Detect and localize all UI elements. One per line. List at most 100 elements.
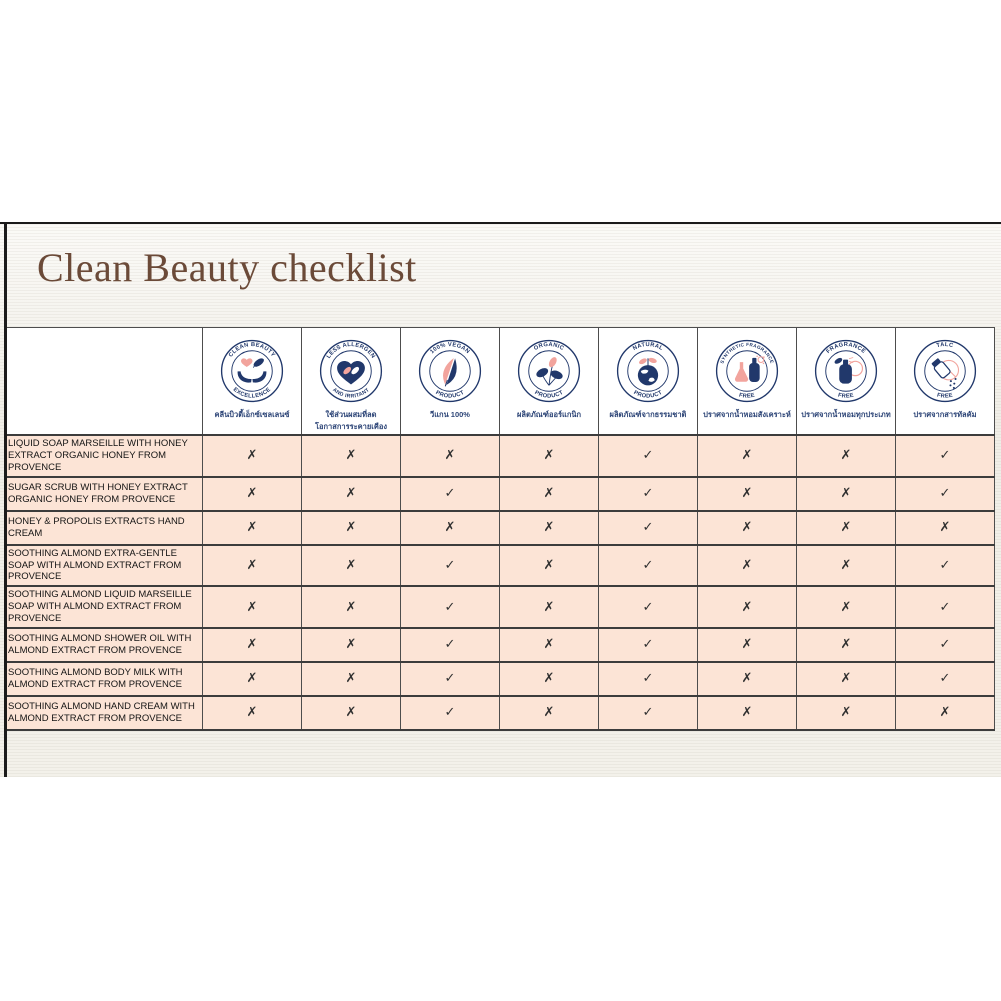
badge-caption: ปราศจากน้ำหอมทุกประเภท (801, 410, 891, 419)
mark-cell: ✗ (499, 509, 599, 546)
badge-arc-bottom-text: PRODUCT (533, 390, 564, 400)
synthetic-fragrance-free-icon: SYNTHETIC FRAGRANCE FREE (715, 339, 779, 403)
mark-cell: ✗ (697, 694, 797, 731)
mark-cell: ✓ (400, 585, 500, 629)
product-label: SOOTHING ALMOND HAND CREAM WITH ALMOND E… (4, 694, 203, 731)
mark-cell: ✗ (301, 543, 401, 588)
mark-cell: ✗ (202, 434, 302, 478)
table-row: HONEY & PROPOLIS EXTRACTS HAND CREAM ✗ ✗ ✗ ✗… (4, 509, 995, 546)
table-row: SOOTHING ALMOND BODY MILK WITH ALMOND EX… (4, 660, 995, 697)
corner-cell (4, 327, 203, 436)
mark-cell: ✗ (499, 626, 599, 663)
mark-cell: ✓ (598, 543, 698, 588)
product-label: SOOTHING ALMOND LIQUID MARSEILLE SOAP WI… (4, 585, 203, 629)
fragrance-free-icon: FRAGRANCE FREE (814, 339, 878, 403)
mark-cell: ✗ (202, 475, 302, 512)
mark-cell: ✗ (301, 475, 401, 512)
badge-glyph-fragrance (834, 357, 864, 384)
mark-cell: ✗ (202, 509, 302, 546)
clean-beauty-excellence-icon: CLEAN BEAUTY EXCELLENCE (220, 339, 284, 403)
mark-cell: ✓ (895, 434, 995, 478)
mark-cell: ✗ (301, 434, 401, 478)
mark-cell: ✗ (202, 585, 302, 629)
badge-glyph-less-allergen (337, 360, 365, 385)
mark-cell: ✗ (202, 626, 302, 663)
badge-caption: ผลิตภัณฑ์ออร์แกนิก (516, 410, 582, 419)
badge-arc-top-text: ORGANIC (533, 342, 564, 352)
mark-cell: ✗ (499, 543, 599, 588)
mark-cell: ✗ (697, 475, 797, 512)
mark-cell: ✗ (697, 585, 797, 629)
mark-cell: ✗ (499, 694, 599, 731)
mark-cell: ✓ (598, 475, 698, 512)
column-header-synthetic-fragrance: SYNTHETIC FRAGRANCE FREE ปราศจากน้ำหอมสั… (697, 327, 797, 436)
header-row: CLEAN BEAUTY EXCELLENCE คลีนบิวตี้เอ็กซ์… (4, 327, 995, 436)
mark-cell: ✗ (796, 585, 896, 629)
badge-arc-bottom-text: PRODUCT (434, 390, 465, 400)
mark-cell: ✓ (400, 694, 500, 731)
mark-cell: ✗ (697, 434, 797, 478)
column-header-clean-beauty: CLEAN BEAUTY EXCELLENCE คลีนบิวตี้เอ็กซ์… (202, 327, 302, 436)
product-label: SUGAR SCRUB WITH HONEY EXTRACT ORGANIC H… (4, 475, 203, 512)
mark-cell: ✗ (400, 509, 500, 546)
mark-cell: ✗ (499, 475, 599, 512)
slide-left-border (4, 224, 7, 777)
table-row: LIQUID SOAP MARSEILLE WITH HONEY EXTRACT… (4, 434, 995, 478)
badge-arc-bottom-text: FREE (738, 392, 755, 399)
vegan-100-icon: 100% VEGAN PRODUCT (418, 339, 482, 403)
table-row: SOOTHING ALMOND SHOWER OIL WITH ALMOND E… (4, 626, 995, 663)
mark-cell: ✗ (301, 626, 401, 663)
badge-caption: คลีนบิวตี้เอ็กซ์เซลเลนซ์ (214, 410, 290, 419)
product-label: LIQUID SOAP MARSEILLE WITH HONEY EXTRACT… (4, 434, 203, 478)
column-header-talc: TALC FREE ปราศจากสารทัลคัม (895, 327, 995, 436)
column-header-less-allergen: LESS ALLERGEN AND IRRITANT ใช้ส่วนผสมที่… (301, 327, 401, 436)
badge-caption: โอกาสการระคายเคือง (314, 421, 388, 431)
mark-cell: ✓ (400, 475, 500, 512)
badge-glyph-organic (536, 357, 563, 386)
mark-cell: ✗ (796, 626, 896, 663)
table-row: SOOTHING ALMOND LIQUID MARSEILLE SOAP WI… (4, 585, 995, 629)
mark-cell: ✓ (895, 543, 995, 588)
product-label: SOOTHING ALMOND BODY MILK WITH ALMOND EX… (4, 660, 203, 697)
mark-cell: ✓ (400, 543, 500, 588)
mark-cell: ✗ (499, 585, 599, 629)
mark-cell: ✓ (598, 660, 698, 697)
mark-cell: ✓ (598, 509, 698, 546)
badge-glyph-vegan (443, 357, 457, 387)
mark-cell: ✗ (202, 660, 302, 697)
badge-glyph-synthetic-fragrance (734, 355, 765, 382)
product-label: HONEY & PROPOLIS EXTRACTS HAND CREAM (4, 509, 203, 546)
badge-arc-top-text: TALC (936, 342, 954, 349)
slide: Clean Beauty checklist CLEAN BEAUTY EXCE… (0, 222, 1001, 777)
column-header-vegan: 100% VEGAN PRODUCT วีแกน 100% (400, 327, 500, 436)
badge-caption: ใช้ส่วนผสมที่ลด (325, 410, 377, 419)
svg-text:NATURAL: NATURAL (632, 342, 664, 352)
mark-cell: ✗ (796, 475, 896, 512)
badge-arc-bottom-text: PRODUCT (632, 390, 663, 400)
mark-cell: ✗ (301, 660, 401, 697)
mark-cell: ✗ (796, 543, 896, 588)
mark-cell: ✓ (895, 475, 995, 512)
mark-cell: ✗ (301, 509, 401, 546)
mark-cell: ✗ (796, 434, 896, 478)
mark-cell: ✗ (697, 660, 797, 697)
mark-cell: ✗ (796, 509, 896, 546)
svg-text:PRODUCT: PRODUCT (434, 390, 465, 400)
column-header-organic: ORGANIC PRODUCT ผลิตภัณฑ์ออร์แกนิก (499, 327, 599, 436)
mark-cell: ✗ (796, 694, 896, 731)
mark-cell: ✓ (598, 694, 698, 731)
svg-text:PRODUCT: PRODUCT (533, 390, 564, 400)
talc-free-icon: TALC FREE (913, 339, 977, 403)
clean-beauty-checklist-table: CLEAN BEAUTY EXCELLENCE คลีนบิวตี้เอ็กซ์… (4, 327, 995, 731)
badge-arc-bottom-text: FREE (837, 392, 854, 399)
svg-text:PRODUCT: PRODUCT (632, 390, 663, 400)
badge-glyph-clean-beauty (237, 358, 267, 383)
mark-cell: ✓ (895, 660, 995, 697)
badge-arc-top-text: NATURAL (632, 342, 664, 352)
badge-glyph-talc (931, 358, 960, 389)
mark-cell: ✓ (895, 626, 995, 663)
svg-text:ORGANIC: ORGANIC (533, 342, 565, 352)
mark-cell: ✗ (400, 434, 500, 478)
badge-arc-bottom-text: FREE (936, 392, 953, 399)
mark-cell: ✓ (598, 434, 698, 478)
